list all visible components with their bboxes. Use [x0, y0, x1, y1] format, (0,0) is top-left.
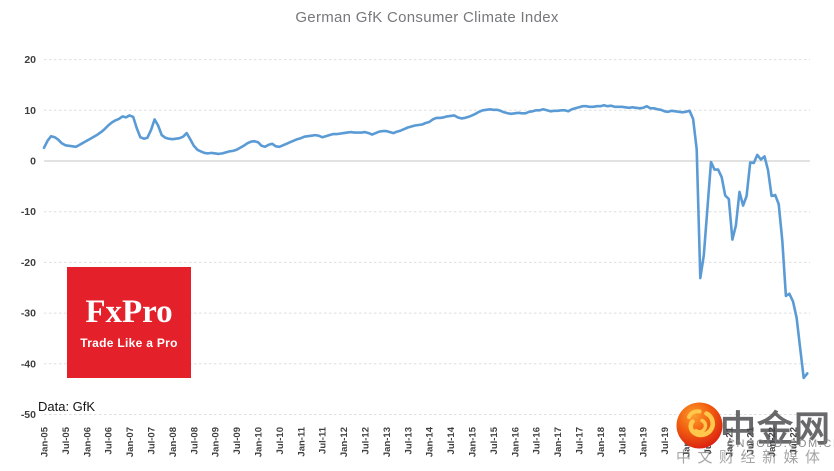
x-tick-label: Jul-14 [446, 426, 457, 454]
x-tick-label: Jan-14 [425, 426, 436, 457]
x-tick-label: Jan-05 [40, 426, 51, 457]
x-tick-label: Jan-06 [82, 427, 93, 457]
x-tick-label: Jan-18 [596, 427, 607, 457]
x-tick-label: Jan-21 [724, 426, 735, 457]
y-tick-label: 10 [24, 105, 36, 117]
climate-index-line [42, 103, 809, 380]
x-tick-label: Jul-21 [746, 426, 757, 454]
x-tick-label: Jul-10 [275, 427, 286, 454]
y-tick-label: -20 [21, 257, 36, 269]
y-tick-label: 0 [30, 156, 36, 168]
x-tick-label: Jul-16 [532, 427, 543, 454]
y-tick-label: -50 [21, 409, 36, 421]
data-source-note: Data: GfK [38, 399, 96, 414]
x-tick-label: Jul-11 [318, 426, 329, 454]
x-tick-label: Jul-19 [660, 427, 671, 454]
x-tick-label: Jul-13 [403, 427, 414, 454]
x-tick-label: Jan-22 [767, 427, 778, 457]
x-tick-label: Jul-15 [489, 426, 500, 454]
x-tick-label: Jan-16 [510, 427, 521, 457]
x-tick-label: Jul-09 [232, 427, 243, 454]
x-tick-label: Jul-06 [104, 427, 115, 454]
fxpro-tagline: Trade Like a Pro [80, 335, 178, 350]
fxpro-logo: FxPro Trade Like a Pro [67, 267, 191, 378]
y-tick-label: -30 [21, 308, 36, 320]
x-tick-label: Jan-17 [553, 427, 564, 457]
x-tick-label: Jul-20 [703, 427, 714, 454]
x-tick-label: Jul-18 [617, 427, 628, 454]
x-tick-label: Jul-12 [361, 427, 372, 454]
fxpro-logo-text: FxPro [85, 293, 173, 330]
y-tick-label: -10 [21, 206, 36, 218]
x-tick-label: Jan-09 [211, 427, 222, 457]
x-tick-label: Jan-15 [468, 426, 479, 457]
x-tick-label: Jul-17 [575, 427, 586, 454]
x-tick-label: Jul-22 [789, 427, 800, 454]
x-tick-label: Jan-19 [639, 427, 650, 457]
x-tick-label: Jan-10 [254, 427, 265, 457]
x-tick-label: Jul-05 [61, 426, 72, 454]
y-tick-label: -40 [21, 358, 36, 370]
x-tick-label: Jan-07 [125, 427, 136, 457]
chart-title: German GfK Consumer Climate Index [295, 9, 559, 26]
y-tick-label: 20 [24, 54, 36, 66]
x-tick-label: Jan-08 [168, 427, 179, 457]
x-tick-label: Jan-13 [382, 427, 393, 457]
x-tick-label: Jan-20 [682, 427, 693, 457]
x-tick-label: Jan-11 [296, 426, 307, 456]
x-tick-label: Jul-08 [189, 427, 200, 454]
x-tick-label: Jan-12 [339, 427, 350, 457]
x-tick-label: Jul-07 [147, 427, 158, 454]
